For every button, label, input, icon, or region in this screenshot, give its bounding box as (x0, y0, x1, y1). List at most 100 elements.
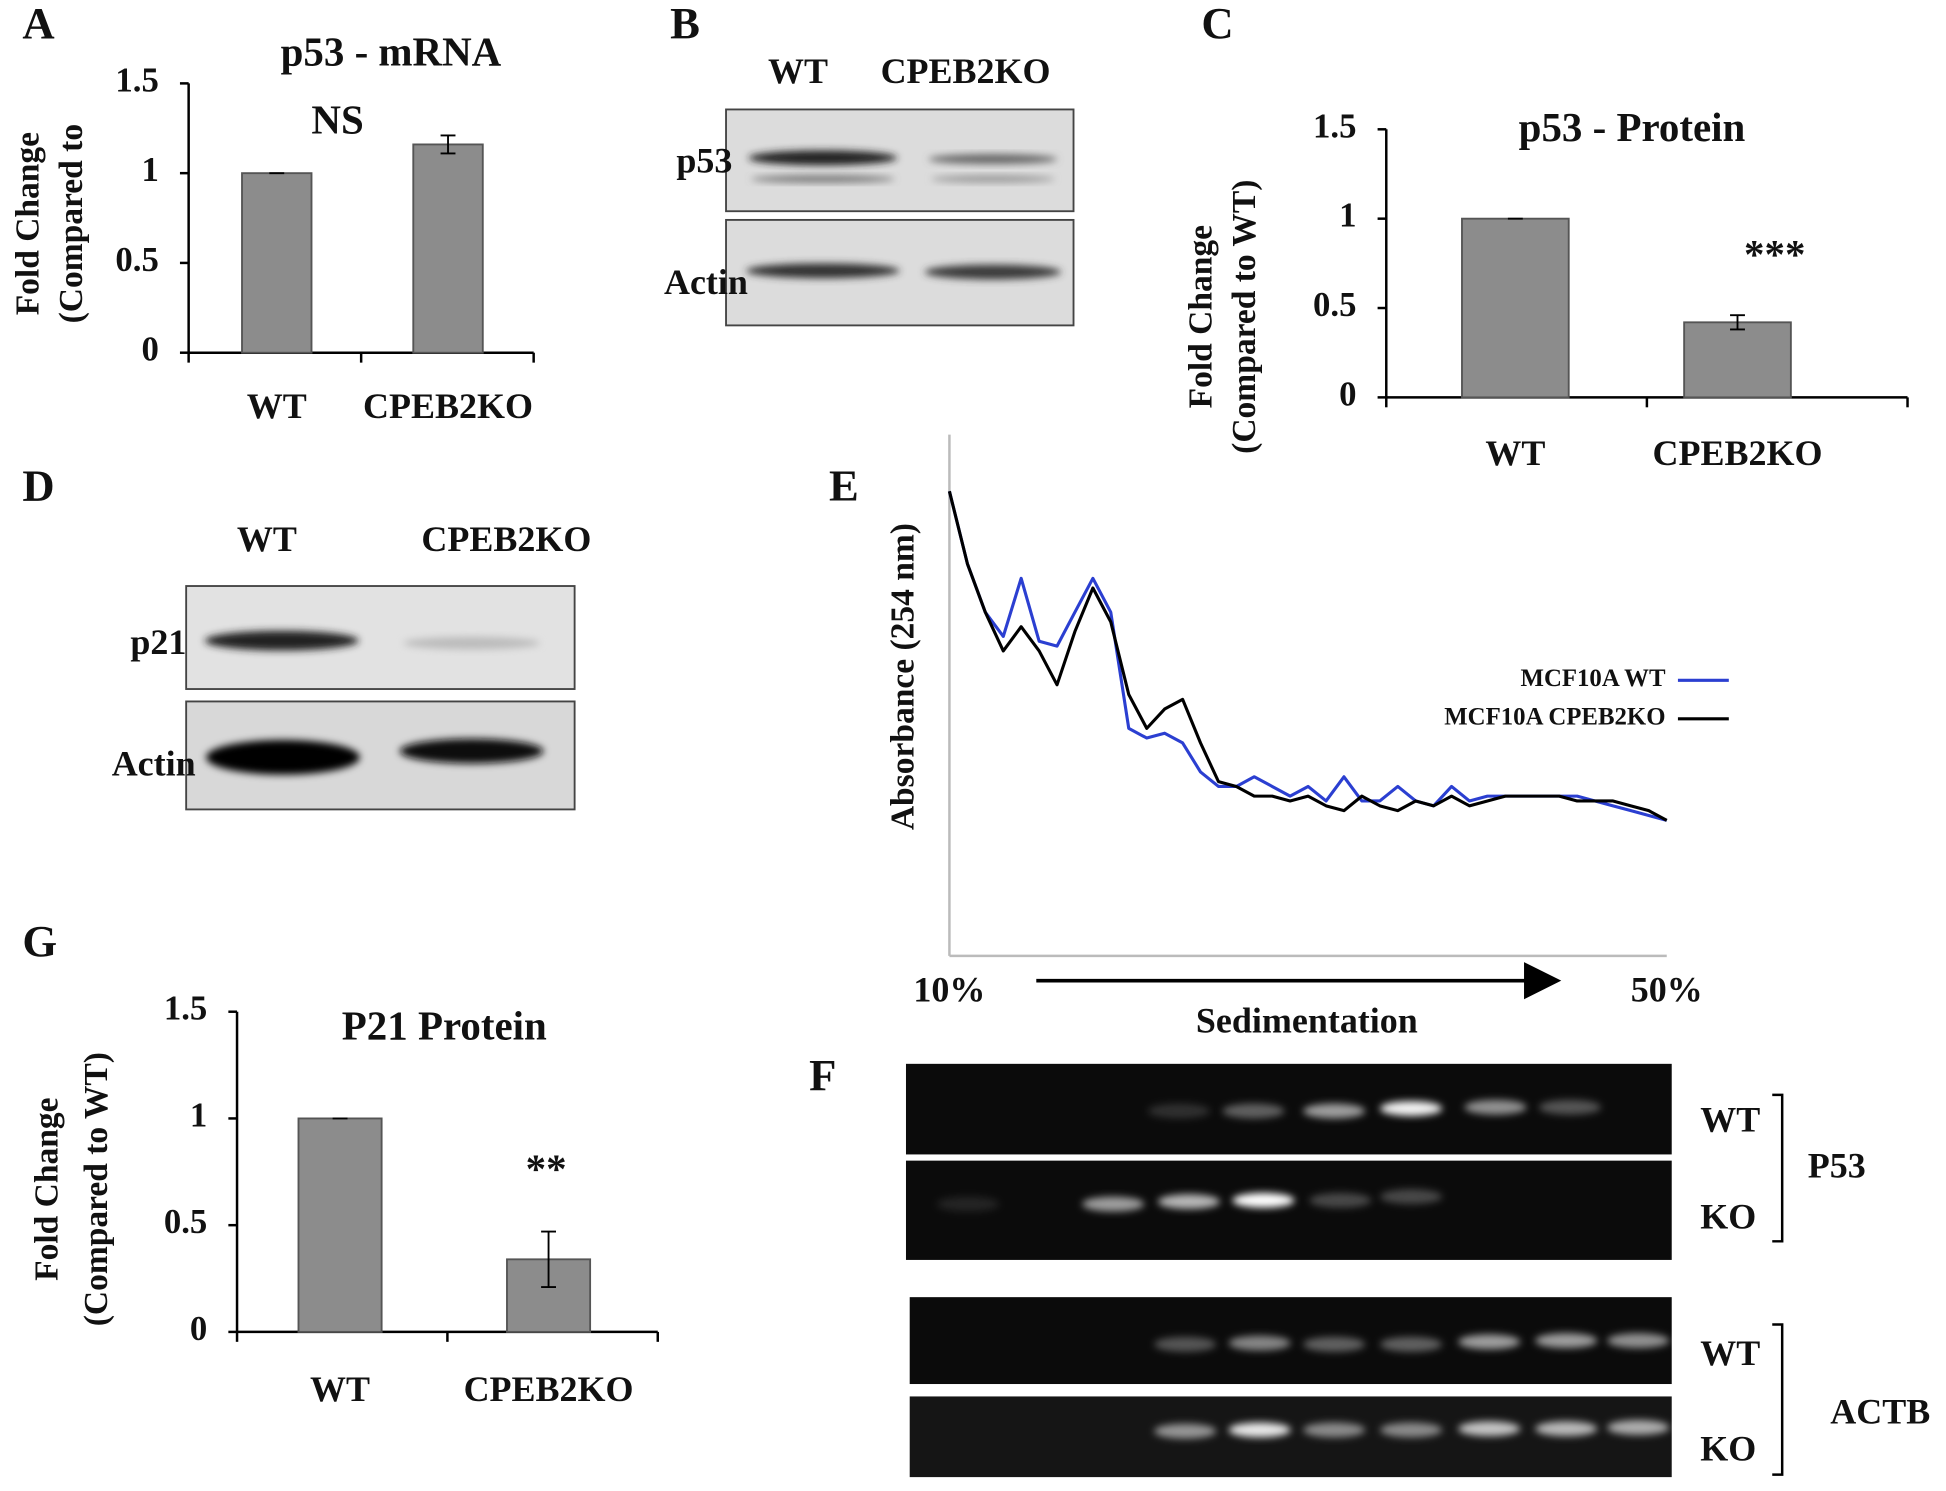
y-tick-label: 0 (141, 330, 158, 369)
y-tick-label: 1 (141, 150, 158, 189)
gene-label: P53 (1808, 1146, 1866, 1186)
gel-band (1464, 1099, 1527, 1115)
gel-band (1303, 1103, 1366, 1119)
lane-label: WT (237, 519, 297, 559)
x-tick-label: 50% (1631, 969, 1703, 1009)
gel-band (1147, 1103, 1211, 1119)
gene-label: ACTB (1830, 1391, 1930, 1431)
gel-band (1309, 1192, 1372, 1208)
line-series (947, 490, 1668, 822)
gel-band (1228, 1422, 1291, 1438)
x-tick-label: CPEB2KO (464, 1369, 634, 1409)
row-label: p21 (130, 622, 186, 662)
panel-letter: G (22, 916, 57, 966)
x-tick-label: WT (1485, 433, 1545, 473)
gel (905, 1160, 1672, 1260)
gel (909, 1396, 1672, 1478)
y-axis-label: (Compared to (53, 124, 90, 323)
band (403, 636, 540, 650)
gel-band (1154, 1336, 1217, 1352)
error-bar (440, 134, 456, 155)
annotation: ** (526, 1146, 567, 1191)
blot-images (185, 108, 1784, 1478)
panel-letter: A (22, 0, 54, 48)
panel-letter: B (670, 0, 700, 48)
gel-band (1082, 1196, 1145, 1212)
band (399, 738, 544, 764)
x-tick-label: 10% (913, 969, 985, 1009)
bar (412, 143, 484, 354)
gel-band (1154, 1423, 1217, 1439)
error-bar (541, 1230, 556, 1289)
gel-band (1157, 1194, 1220, 1210)
panel-letter: E (829, 461, 859, 511)
gel-band (1222, 1103, 1285, 1119)
gel-band (1458, 1421, 1521, 1437)
x-tick-label: CPEB2KO (363, 386, 533, 426)
band (750, 175, 895, 183)
legend-label: MCF10A CPEB2KO (1444, 704, 1665, 731)
row-label: WT (1700, 1333, 1760, 1373)
annotation: *** (1744, 232, 1805, 277)
gel-band (1380, 1189, 1443, 1205)
x-tick-label: CPEB2KO (1653, 433, 1823, 473)
gel-band (937, 1196, 1000, 1212)
band (206, 739, 360, 775)
bar (1683, 321, 1792, 399)
chart-title: P21 Protein (342, 1004, 547, 1049)
gel-band (1535, 1333, 1598, 1349)
bar (241, 172, 313, 354)
gel-band (1380, 1336, 1443, 1352)
gel-band (1303, 1422, 1366, 1438)
gel-band (1538, 1099, 1601, 1115)
y-axis-label: Fold Change (28, 1098, 65, 1281)
y-tick-label: 1 (190, 1095, 207, 1134)
x-tick-label: WT (247, 386, 307, 426)
chart-title: p53 - Protein (1519, 105, 1746, 150)
panel-letter: F (809, 1050, 836, 1100)
row-label: WT (1700, 1100, 1760, 1140)
error-bar (1730, 314, 1745, 331)
legend-label: MCF10A WT (1521, 665, 1666, 692)
band (204, 630, 359, 651)
x-axis-label: Sedimentation (1196, 1000, 1418, 1040)
lane-label: CPEB2KO (881, 51, 1051, 91)
annotation: NS (311, 98, 363, 143)
y-axis-label: (Compared to WT) (1226, 180, 1263, 454)
row-label: KO (1700, 1196, 1756, 1236)
band (745, 263, 900, 279)
y-tick-label: 0.5 (1313, 285, 1356, 324)
bracket (1772, 1323, 1784, 1476)
band (930, 175, 1055, 183)
band (928, 154, 1058, 165)
lane-label: CPEB2KO (421, 519, 591, 559)
gel-band (1380, 1101, 1443, 1116)
y-tick-label: 1 (1339, 196, 1356, 235)
y-tick-label: 1.5 (1313, 106, 1356, 145)
blot-frame (185, 585, 576, 690)
bracket (1772, 1093, 1784, 1243)
line-series (947, 490, 1668, 822)
y-axis-label: Absorbance (254 nm) (885, 523, 922, 830)
gel-band (1535, 1421, 1598, 1437)
row-label: Actin (112, 743, 196, 783)
gel-band (1607, 1420, 1670, 1435)
x-tick-label: WT (310, 1369, 370, 1409)
row-label: p53 (676, 140, 732, 180)
y-tick-label: 0 (1339, 374, 1356, 413)
gel-band (1380, 1422, 1443, 1438)
y-tick-label: 0.5 (115, 240, 158, 279)
y-tick-label: 1.5 (115, 60, 158, 99)
chart-title: p53 - mRNA (281, 29, 502, 74)
y-axis-label: Fold Change (1183, 225, 1220, 408)
y-tick-label: 0.5 (164, 1202, 207, 1241)
panel-letter: D (22, 461, 54, 511)
band (748, 150, 898, 166)
lane-label: WT (768, 51, 828, 91)
gel-bands (937, 1099, 1670, 1439)
bar (1461, 217, 1570, 399)
y-tick-label: 1.5 (164, 989, 207, 1028)
row-label: KO (1700, 1429, 1756, 1469)
